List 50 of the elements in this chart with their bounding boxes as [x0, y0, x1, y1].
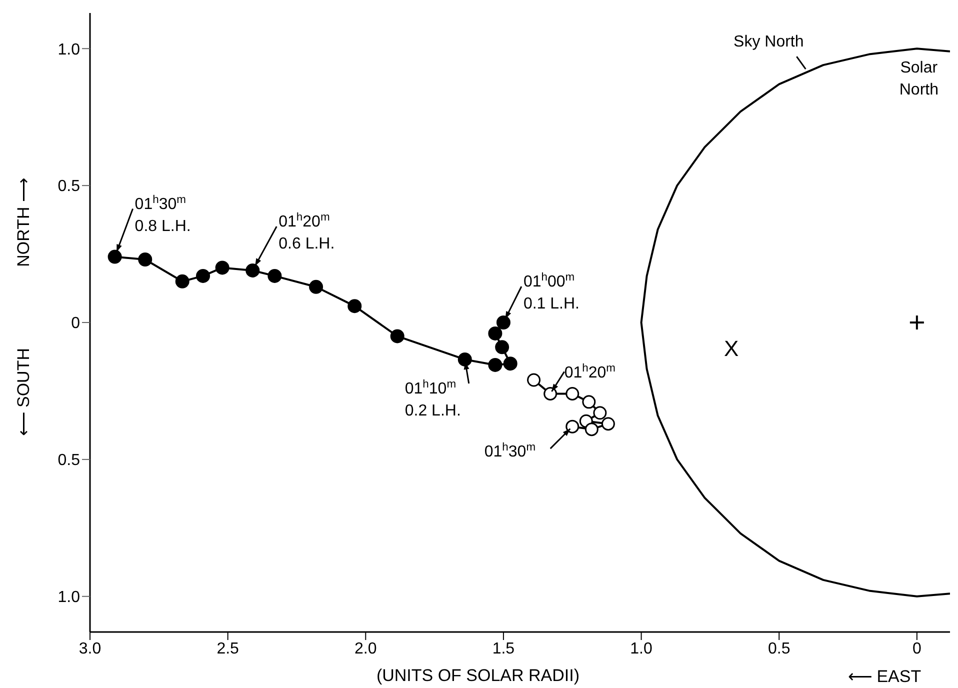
point — [196, 268, 210, 283]
x-tick-label: 0 — [912, 640, 922, 658]
y-tick-label: 0 — [71, 315, 80, 332]
text: ⟵ EAST — [848, 666, 922, 687]
x-tick-label: 1.0 — [630, 640, 652, 658]
y-tick-label: 0.5 — [58, 452, 80, 470]
point — [503, 356, 518, 371]
annotation: 01$^{h}$20$^{m}$ 0.6 L.H. — [278, 211, 335, 252]
point — [348, 299, 362, 314]
point — [268, 268, 282, 283]
point — [175, 274, 190, 288]
point — [566, 420, 580, 434]
point — [488, 326, 502, 340]
point — [544, 386, 558, 400]
annotation: 01$^{h}$30$^{m}$ — [484, 442, 536, 461]
point — [488, 358, 502, 372]
annotation: 01$^{h}$10$^{m}$ 0.2 L.H. — [404, 378, 461, 420]
annotation: Solar North — [899, 60, 938, 99]
y-tick-label: 1.0 — [58, 41, 80, 58]
x-tick-label: 1.5 — [492, 640, 515, 658]
point — [246, 263, 260, 278]
text: ⟵ SOUTH — [14, 348, 34, 436]
annotation: 01$^{h}$30$^{m}$ 0.8 L.H. — [134, 194, 191, 235]
point — [495, 340, 510, 354]
point — [215, 260, 230, 275]
annotation: 01$^{h}$00$^{m}$ 0.1 L.H. — [523, 272, 580, 312]
point — [309, 280, 324, 294]
y-tick-label: 1.0 — [58, 589, 80, 606]
text: NORTH ⟶ — [14, 178, 34, 267]
x-tick-label: 3.0 — [78, 640, 102, 658]
annotation: X — [724, 336, 739, 362]
y-tick-label: 0.5 — [58, 178, 80, 196]
point — [566, 386, 580, 400]
annotation: 01$^{h}$20$^{m}$ — [564, 362, 616, 382]
point — [584, 422, 598, 436]
x-tick-label: 2.0 — [354, 640, 377, 658]
point — [108, 250, 122, 264]
point — [582, 395, 596, 409]
point — [593, 406, 607, 420]
x-tick-label: 2.5 — [216, 640, 240, 658]
point — [138, 252, 152, 267]
x-axis-title: (UNITS OF SOLAR RADII) — [375, 666, 581, 686]
point — [390, 329, 404, 344]
annotation: Sky North — [734, 34, 804, 51]
point — [496, 316, 510, 330]
point — [601, 417, 615, 431]
point — [527, 373, 541, 387]
x-tick-label: 0.5 — [768, 640, 790, 658]
point — [458, 352, 472, 366]
point — [908, 314, 925, 330]
